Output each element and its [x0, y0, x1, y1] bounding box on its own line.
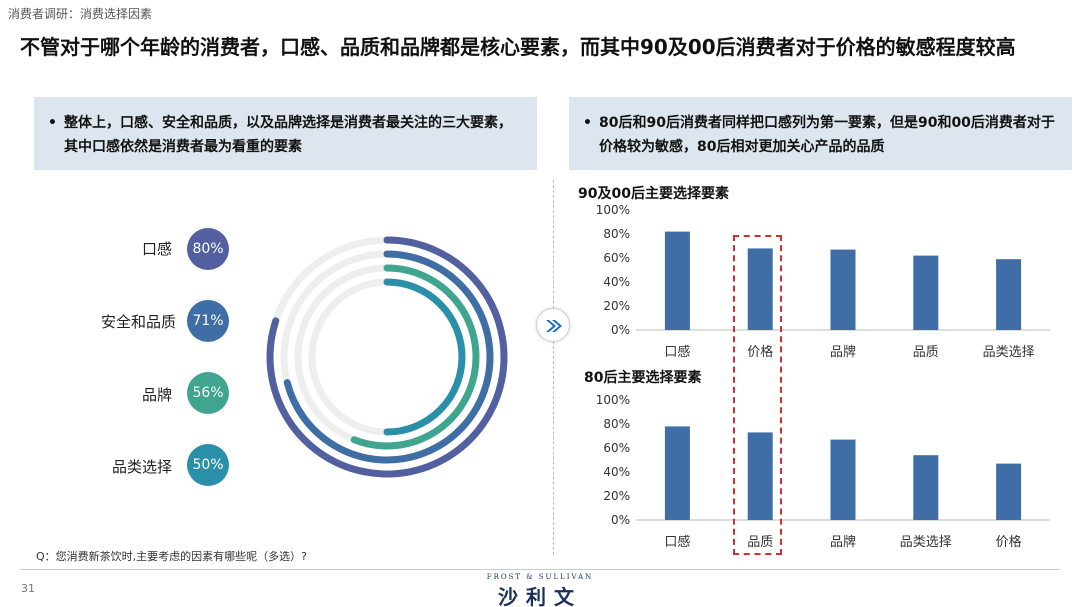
footer-divider	[20, 569, 1060, 570]
x-tick-label: 口感	[664, 344, 690, 360]
bar	[747, 432, 773, 520]
bar	[830, 439, 856, 520]
radial-arc-2	[283, 250, 494, 464]
x-tick-label: 价格	[747, 344, 773, 360]
x-tick-label: 品质	[913, 345, 939, 360]
page-number: 31	[21, 582, 35, 595]
section-divider	[553, 180, 554, 555]
brand-logo-en: FROST & SULLIVAN	[486, 573, 594, 581]
highlight-frame	[733, 235, 782, 555]
radial-category-label: 品类选择	[111, 458, 172, 476]
double-chevron-right-icon	[546, 320, 562, 332]
radial-arc-3	[350, 264, 480, 450]
radial-value-badge: 50%	[187, 444, 229, 486]
y-tick-label: 40%	[603, 465, 630, 479]
y-tick-label: 20%	[603, 489, 630, 503]
x-tick-label: 品牌	[830, 344, 856, 360]
radial-chart	[266, 236, 508, 478]
bar	[996, 259, 1022, 330]
y-tick-label: 0%	[611, 323, 630, 337]
bullet-dot: •	[583, 115, 592, 131]
radial-category-label: 安全和品质	[100, 313, 176, 331]
radial-arc-1	[266, 236, 508, 478]
bar	[664, 426, 690, 520]
x-tick-label: 品类选择	[983, 345, 1035, 360]
summary-text-left: 整体上，口感、安全和品质，以及品牌选择是消费者最关注的三大要素，其中口感依然是消…	[64, 115, 512, 155]
bar-chart-80: 0% 20% 40% 60% 80% 100% 口感 品质 品牌 品类选择 价格	[596, 393, 1050, 550]
bar	[913, 255, 939, 330]
bullet-dot: •	[48, 115, 57, 131]
x-tick-label: 品质	[747, 535, 773, 550]
bar	[913, 455, 939, 520]
radial-value-badge: 80%	[187, 228, 229, 270]
x-tick-label: 品类选择	[900, 535, 952, 550]
radial-category-label: 口感	[141, 240, 172, 258]
y-tick-label: 80%	[603, 227, 630, 241]
bar	[664, 231, 690, 330]
brand-logo-cn: 沙利文	[498, 585, 582, 607]
page-title: 不管对于哪个年龄的消费者，口感、品质和品牌都是核心要素，而其中90及00后消费者…	[20, 35, 1016, 59]
radial-value-badge: 56%	[187, 372, 229, 414]
bar	[830, 249, 856, 330]
y-tick-label: 100%	[596, 203, 630, 217]
next-arrow-button[interactable]	[536, 308, 570, 342]
radial-arc-4	[383, 278, 466, 436]
bar-chart-title: 90及00后主要选择要素	[578, 186, 729, 202]
bar-chart-90-00: 0% 20% 40% 60% 80% 100% 口感 价格 品牌 品质 品类选择	[596, 203, 1050, 360]
y-tick-label: 100%	[596, 393, 630, 407]
y-tick-label: 80%	[603, 417, 630, 431]
summary-box-left: • 整体上，口感、安全和品质，以及品牌选择是消费者最关注的三大要素，其中口感依然…	[34, 97, 537, 170]
x-tick-label: 价格	[996, 534, 1022, 550]
x-tick-label: 口感	[664, 534, 690, 550]
radial-category-label: 品牌	[141, 386, 172, 404]
y-tick-label: 60%	[603, 251, 630, 265]
bar-chart-title: 80后主要选择要素	[584, 370, 702, 386]
x-tick-label: 品牌	[830, 534, 856, 550]
summary-box-right: • 80后和90后消费者同样把口感列为第一要素，但是90和00后消费者对于价格较…	[569, 97, 1072, 170]
summary-text-right: 80后和90后消费者同样把口感列为第一要素，但是90和00后消费者对于价格较为敏…	[599, 115, 1055, 155]
y-tick-label: 0%	[611, 513, 630, 527]
bar	[996, 463, 1022, 520]
survey-question: Q：您消费新茶饮时,主要考虑的因素有哪些呢（多选）?	[36, 550, 307, 563]
y-tick-label: 20%	[603, 299, 630, 313]
y-tick-label: 60%	[603, 441, 630, 455]
radial-value-badge: 71%	[187, 300, 229, 342]
bar	[747, 248, 773, 330]
y-tick-label: 40%	[603, 275, 630, 289]
breadcrumb: 消费者调研：消费选择因素	[8, 7, 153, 21]
